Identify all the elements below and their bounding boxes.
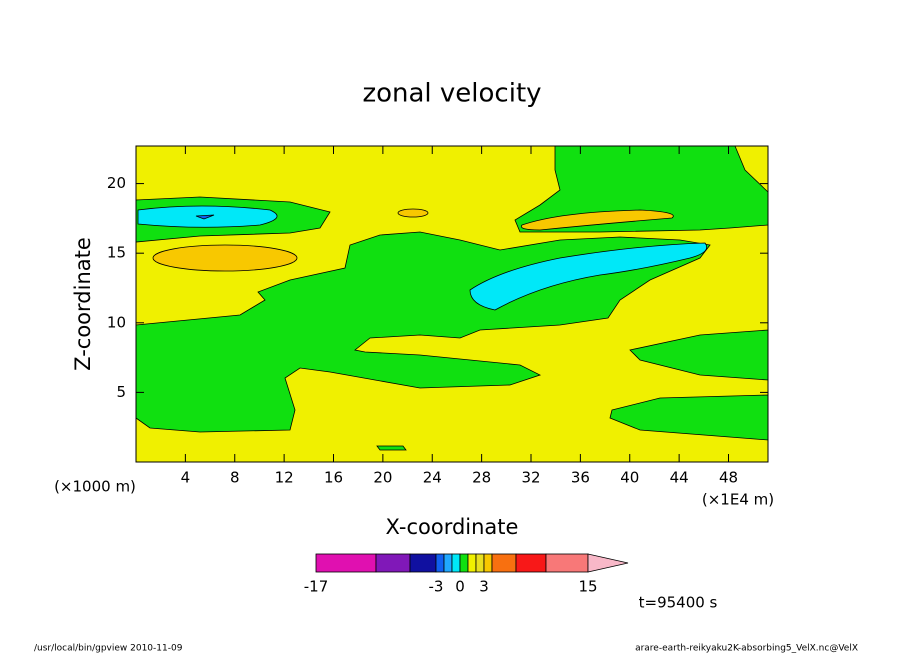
x-tick-label: 4 (181, 469, 191, 487)
footer-left: /usr/local/bin/gpview 2010-11-09 (34, 644, 183, 654)
x-axis-label: X-coordinate (386, 515, 519, 539)
colorbar-band (459, 553, 469, 573)
y-axis-label: Z-coordinate (71, 237, 95, 371)
plot-frame (135, 145, 769, 463)
y-tick-label: 10 (107, 313, 126, 331)
x-tick-label: 24 (423, 469, 442, 487)
contour-region (514, 145, 769, 233)
colorbar-band (515, 553, 547, 573)
y-tick-label: 20 (107, 174, 126, 192)
colorbar-band (315, 553, 377, 573)
colorbar-band (375, 553, 411, 573)
contour-region (195, 214, 215, 220)
colorbar-band (443, 553, 453, 573)
contour-region (152, 244, 298, 272)
x-tick-label: 32 (521, 469, 540, 487)
y-unit: (×1000 m) (54, 478, 136, 496)
colorbar-band (475, 553, 485, 573)
x-tick-label: 48 (719, 469, 738, 487)
colorbar-label: 0 (455, 578, 465, 596)
x-tick-label: 16 (324, 469, 343, 487)
colorbar-band (545, 553, 589, 573)
x-tick-label: 28 (472, 469, 491, 487)
colorbar-label: -3 (429, 578, 444, 596)
x-tick-label: 12 (275, 469, 294, 487)
colorbar-band (491, 553, 517, 573)
colorbar-band (467, 553, 477, 573)
contour-region (376, 445, 407, 451)
x-tick-label: 8 (230, 469, 240, 487)
chart-title: zonal velocity (362, 79, 541, 109)
footer-right: arare-earth-reikyaku2K-absorbing5_VelX.n… (635, 644, 858, 654)
colorbar-band (451, 553, 461, 573)
colorbar-band (409, 553, 437, 573)
x-unit: (×1E4 m) (702, 491, 774, 509)
y-tick-label: 5 (116, 383, 126, 401)
colorbar-extension (587, 553, 629, 573)
x-tick-label: 40 (620, 469, 639, 487)
contour-field (135, 145, 769, 463)
colorbar-label: -17 (304, 578, 329, 596)
contour-region (469, 242, 708, 311)
colorbar-band (435, 553, 445, 573)
y-tick-label: 15 (107, 244, 126, 262)
x-tick-label: 20 (373, 469, 392, 487)
colorbar-band (483, 553, 493, 573)
x-tick-label: 36 (571, 469, 590, 487)
colorbar-label: 3 (479, 578, 489, 596)
colorbar-label: 15 (578, 578, 597, 596)
time-label: t=95400 s (639, 594, 718, 612)
contour-region (521, 209, 674, 231)
x-tick-label: 44 (670, 469, 689, 487)
contour-region (397, 208, 429, 218)
